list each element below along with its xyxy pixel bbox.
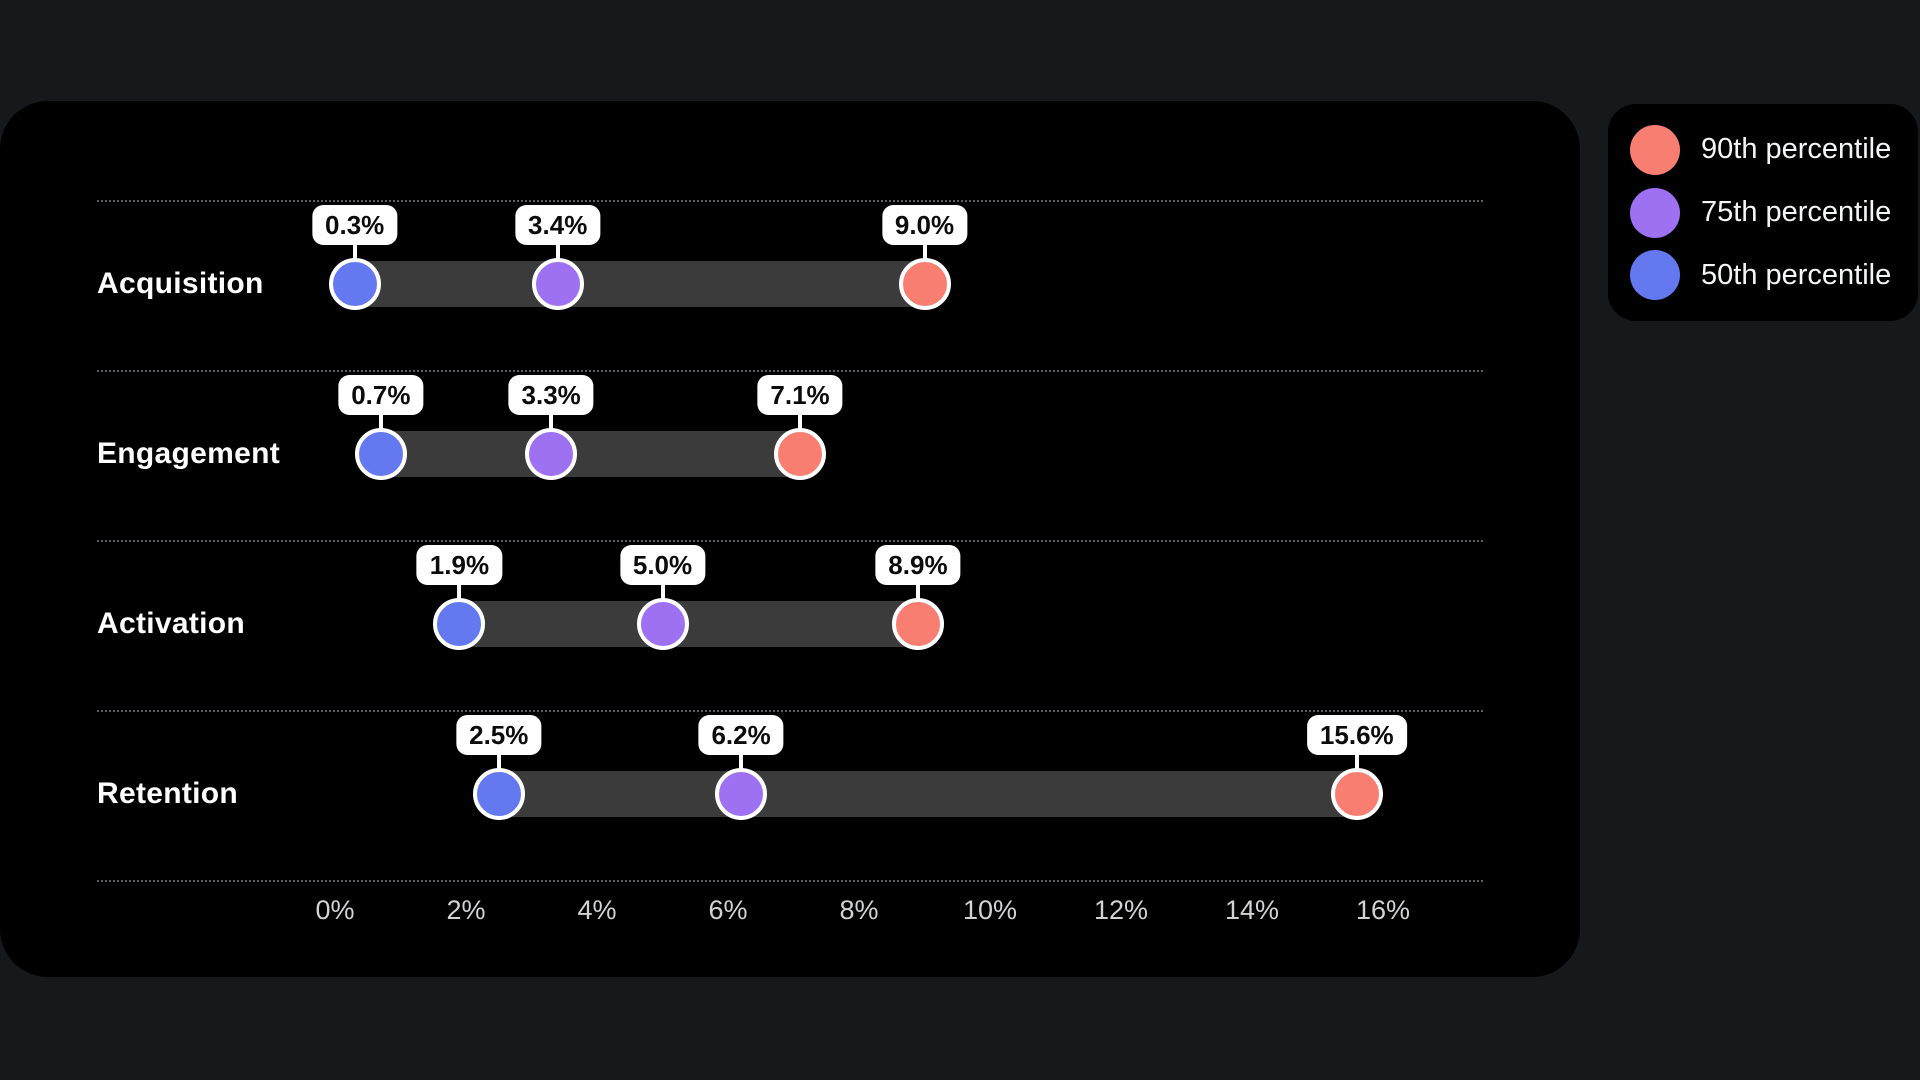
legend-item-90th-percentile[interactable]: 90th percentile xyxy=(1630,124,1918,175)
value-label-stem xyxy=(496,753,501,777)
value-label: 0.7% xyxy=(338,375,424,415)
value-label-stem xyxy=(378,413,383,437)
x-axis-tick: 2% xyxy=(446,895,486,925)
value-label: 0.3% xyxy=(312,205,398,245)
value-label-stem xyxy=(798,413,803,437)
value-label-stem xyxy=(457,583,462,607)
value-label-stem xyxy=(915,583,920,607)
category-label-engagement: Engagement xyxy=(97,437,281,470)
x-axis-tick: 12% xyxy=(1093,895,1149,925)
marker-50th-percentile[interactable] xyxy=(472,768,525,820)
x-axis-tick: 4% xyxy=(577,895,617,925)
value-label: 15.6% xyxy=(1306,715,1407,755)
row-separator-line xyxy=(97,200,1483,202)
row-separator-line xyxy=(97,710,1483,712)
x-axis-tick: 10% xyxy=(962,895,1018,925)
x-axis-tick: 16% xyxy=(1355,895,1411,925)
legend-label-50th: 50th percentile xyxy=(1701,258,1892,291)
x-axis-tick: 8% xyxy=(839,895,879,925)
value-label: 7.1% xyxy=(757,375,843,415)
value-label-stem xyxy=(739,753,744,777)
marker-75th-percentile[interactable] xyxy=(525,428,578,480)
value-label-stem xyxy=(922,243,927,267)
legend-item-50th-percentile[interactable]: 50th percentile xyxy=(1630,250,1918,301)
x-axis-line xyxy=(97,880,1483,882)
value-label: 2.5% xyxy=(456,715,542,755)
legend-item-75th-percentile[interactable]: 75th percentile xyxy=(1630,187,1918,238)
percentile-range-chart: Acquisition 0.3% 3.4% 9.0% Engagement 0.7% 3.3… xyxy=(0,101,1580,977)
marker-50th-percentile[interactable] xyxy=(354,428,407,480)
x-axis-tick: 14% xyxy=(1224,895,1280,925)
category-label-activation: Activation xyxy=(97,607,246,640)
chart-card: Acquisition 0.3% 3.4% 9.0% Engagement 0.7% 3.3… xyxy=(0,101,1580,977)
legend-swatch-75th-icon xyxy=(1630,187,1680,238)
marker-50th-percentile[interactable] xyxy=(433,598,486,650)
legend: 90th percentile 75th percentile 50th per… xyxy=(1608,104,1918,321)
x-axis-tick: 6% xyxy=(708,895,748,925)
x-axis-tick: 0% xyxy=(315,895,355,925)
value-label: 3.4% xyxy=(515,205,601,245)
value-label: 9.0% xyxy=(881,205,968,245)
marker-90th-percentile[interactable] xyxy=(1330,768,1383,820)
legend-label-75th: 75th percentile xyxy=(1701,196,1892,228)
marker-75th-percentile[interactable] xyxy=(531,258,584,310)
marker-50th-percentile[interactable] xyxy=(328,258,381,310)
value-label: 8.9% xyxy=(875,545,961,585)
row-separator-line xyxy=(97,370,1483,372)
marker-75th-percentile[interactable] xyxy=(715,768,768,820)
marker-90th-percentile[interactable] xyxy=(898,258,951,310)
percentile-range-bar xyxy=(354,261,925,307)
percentile-range-bar xyxy=(459,601,918,647)
value-label: 3.3% xyxy=(508,375,594,415)
value-label-stem xyxy=(352,243,357,267)
category-label-retention: Retention xyxy=(97,777,239,810)
legend-swatch-50th-icon xyxy=(1630,250,1680,301)
value-label-stem xyxy=(1354,753,1359,777)
marker-90th-percentile[interactable] xyxy=(891,598,944,650)
value-label: 6.2% xyxy=(698,715,784,755)
value-label: 5.0% xyxy=(619,545,706,585)
marker-75th-percentile[interactable] xyxy=(636,598,689,650)
value-label-stem xyxy=(555,243,560,267)
category-label-acquisition: Acquisition xyxy=(97,267,264,300)
legend-label-90th: 90th percentile xyxy=(1701,133,1892,166)
value-label-stem xyxy=(660,583,665,607)
value-label: 1.9% xyxy=(416,545,503,585)
marker-90th-percentile[interactable] xyxy=(774,428,827,480)
legend-swatch-90th-icon xyxy=(1630,124,1680,175)
value-label-stem xyxy=(549,413,554,437)
row-separator-line xyxy=(97,540,1483,542)
percentile-range-bar xyxy=(380,431,801,477)
percentile-range-bar xyxy=(498,771,1357,817)
